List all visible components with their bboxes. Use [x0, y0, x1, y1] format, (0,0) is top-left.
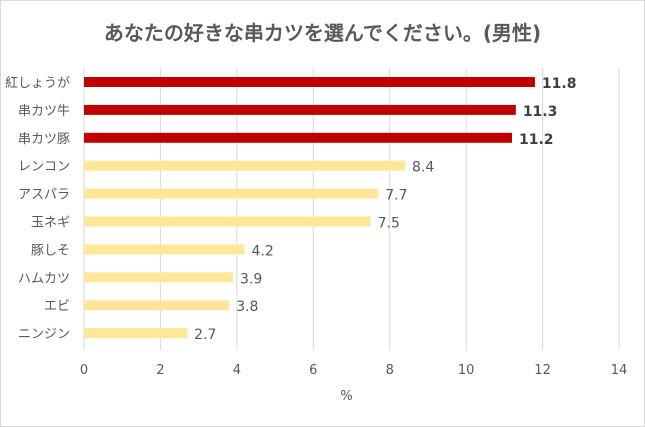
category-label: 串カツ牛 [18, 104, 70, 119]
x-tick-label: 14 [611, 363, 628, 378]
category-label: レンコン [18, 160, 70, 175]
category-label: 紅しょうが [5, 76, 70, 91]
bar [84, 300, 230, 311]
data-label: 11.8 [542, 76, 577, 92]
category-label: エビ [44, 299, 70, 314]
category-label: 豚しそ [31, 243, 70, 258]
data-label: 2.7 [194, 327, 216, 343]
data-label: 7.5 [378, 216, 400, 232]
category-label: ハムカツ [18, 271, 70, 286]
bar [84, 188, 379, 199]
x-tick-label: 8 [386, 363, 394, 378]
data-label: 3.9 [240, 271, 262, 287]
bar [84, 132, 512, 143]
category-label: アスパラ [18, 188, 70, 203]
bar [84, 272, 234, 283]
x-tick-label: 0 [80, 363, 88, 378]
data-label: 4.2 [252, 243, 274, 259]
data-label: 11.3 [523, 104, 558, 120]
category-label: 玉ネギ [31, 216, 70, 231]
data-label: 11.2 [519, 132, 554, 148]
category-label: ニンジン [18, 327, 70, 342]
x-axis-label: % [340, 389, 352, 404]
data-label: 3.8 [236, 299, 258, 315]
data-label: 7.7 [385, 188, 407, 204]
x-tick-label: 4 [233, 363, 241, 378]
x-tick-label: 6 [309, 363, 317, 378]
x-tick-label: 12 [534, 363, 551, 378]
bar [84, 244, 245, 255]
data-label: 8.4 [412, 160, 434, 176]
chart-title: あなたの好きな串カツを選んでください。(男性) [103, 21, 542, 45]
bar [84, 77, 535, 87]
bar [84, 216, 371, 227]
x-tick-label: 10 [458, 363, 475, 378]
bar [84, 104, 516, 115]
bar [84, 328, 188, 339]
x-tick-label: 2 [156, 363, 164, 378]
bar [84, 160, 405, 171]
category-label: 串カツ豚 [18, 132, 70, 147]
